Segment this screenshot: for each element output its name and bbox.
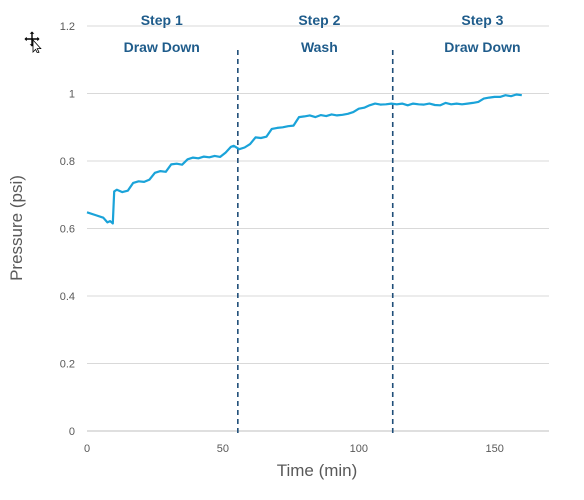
step-dividers: [237, 50, 394, 437]
y-tick-label: 0.4: [60, 291, 75, 303]
x-tick-label: 150: [485, 443, 503, 455]
step-title: Step 1: [141, 12, 183, 28]
y-tick-labels: 0 0.2 0.4 0.6 0.8 1 1.2: [60, 21, 75, 438]
step-subtitle: Draw Down: [124, 39, 200, 55]
gridlines: [87, 25, 549, 432]
y-tick-label: 0.2: [60, 359, 75, 371]
pressure-series-line: [86, 93, 522, 225]
y-tick-label: 1.2: [60, 21, 75, 33]
y-axis-title: Pressure (psi): [7, 175, 26, 281]
x-tick-labels: 0 50 100 150: [84, 443, 504, 455]
x-tick-label: 100: [350, 443, 368, 455]
x-tick-label: 50: [217, 443, 229, 455]
x-tick-label: 0: [84, 443, 90, 455]
step-title: Step 3: [461, 12, 503, 28]
y-tick-label: 0.8: [60, 156, 75, 168]
step-subtitle: Wash: [301, 39, 338, 55]
x-axis-title: Time (min): [277, 461, 358, 480]
move-cursor-icon: [24, 31, 42, 53]
step-labels: Step 1 Draw Down Step 2 Wash Step 3 Draw Down: [124, 12, 521, 55]
y-tick-label: 0: [69, 426, 75, 438]
y-tick-label: 1: [69, 89, 75, 101]
step-subtitle: Draw Down: [444, 39, 520, 55]
y-tick-label: 0.6: [60, 224, 75, 236]
step-title: Step 2: [298, 12, 340, 28]
